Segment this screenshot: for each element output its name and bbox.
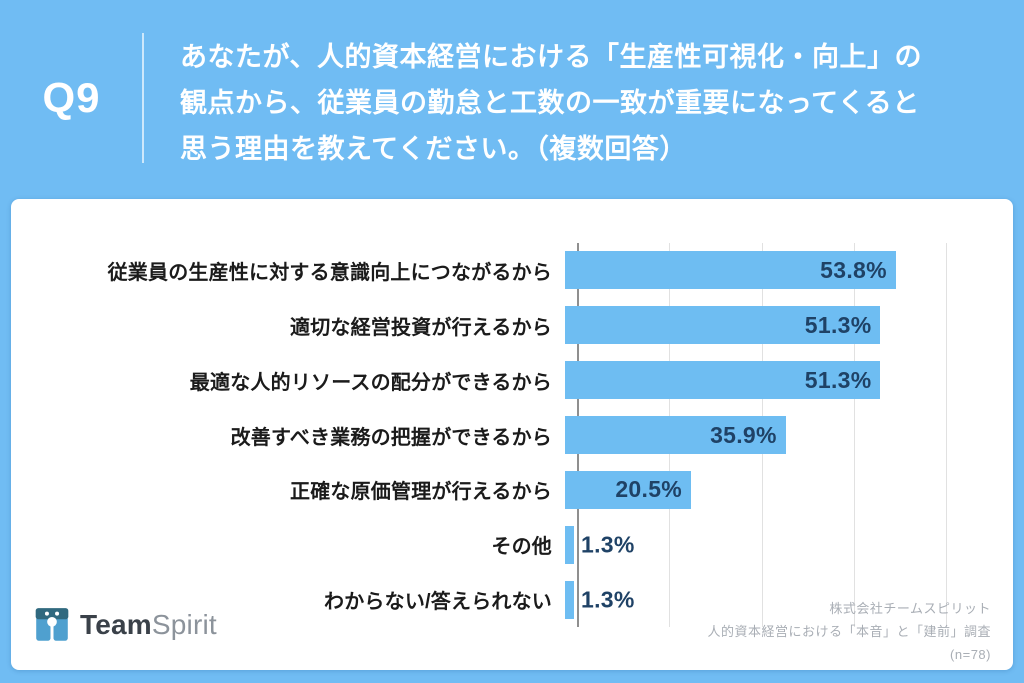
teamspirit-logo-icon xyxy=(35,608,69,641)
teamspirit-logo: TeamSpirit xyxy=(33,605,217,645)
header-divider xyxy=(142,33,144,163)
source-sample-size: (n=78) xyxy=(950,647,991,662)
category-label: 適切な経営投資が行えるから xyxy=(290,316,552,339)
chart-card: 従業員の生産性に対する意識向上につながるから 53.8% 適切な経営投資が行えるから… xyxy=(11,199,1013,670)
category-label: わからない/答えられない xyxy=(324,591,552,614)
question-number: Q9 xyxy=(42,74,101,121)
source-survey-title: 人的資本経営における「本音」と「建前」調査 xyxy=(707,624,991,639)
bar-value-label: 20.5% xyxy=(615,476,683,503)
bar-value-label: 1.3% xyxy=(580,531,635,558)
bar-track: 51.3% xyxy=(565,306,958,345)
bar: 53.8% xyxy=(565,251,896,290)
gridline xyxy=(853,243,855,627)
question-text: あなたが、人的資本経営における「生産性可視化・向上」の 観点から、従業員の勤怠と… xyxy=(180,34,922,172)
bar-value-label: 1.3% xyxy=(580,586,635,613)
bar-track: 53.8% xyxy=(565,251,958,290)
chart-rows: 従業員の生産性に対する意識向上につながるから 53.8% 適切な経営投資が行えるから… xyxy=(11,243,958,627)
category-label: 正確な原価管理が行えるから xyxy=(290,481,552,504)
question-line-3: 思う理由を教えてください。（複数回答） xyxy=(180,134,687,164)
chart-row: 最適な人的リソースの配分ができるから 51.3% xyxy=(11,353,958,408)
bar-track: 20.5% xyxy=(565,470,958,509)
bar: 35.9% xyxy=(565,416,786,454)
question-line-2: 観点から、従業員の勤怠と工数の一致が重要になってくると xyxy=(180,88,920,118)
bar xyxy=(565,580,574,619)
question-header: Q9 あなたが、人的資本経営における「生産性可視化・向上」の 観点から、従業員の… xyxy=(0,0,1024,199)
bar-value-label: 35.9% xyxy=(710,421,777,448)
category-label: 従業員の生産性に対する意識向上につながるから xyxy=(107,261,552,284)
survey-source-note: 株式会社チームスピリット 人的資本経営における「本音」と「建前」調査 (n=78… xyxy=(707,597,991,666)
category-label: 最適な人的リソースの配分ができるから xyxy=(189,371,552,394)
bar-track: 51.3% xyxy=(565,361,958,400)
teamspirit-logo-text: TeamSpirit xyxy=(80,609,217,641)
bar-track: 1.3% xyxy=(565,525,958,564)
bar: 20.5% xyxy=(565,470,692,509)
logo-text-spirit: Spirit xyxy=(151,609,217,640)
question-line-1: あなたが、人的資本経営における「生産性可視化・向上」の xyxy=(180,42,922,72)
chart-row: その他 1.3% xyxy=(11,517,958,572)
chart-row: 従業員の生産性に対する意識向上につながるから 53.8% xyxy=(11,243,958,298)
bar: 51.3% xyxy=(565,361,881,400)
bar-value-label: 51.3% xyxy=(804,311,872,338)
logo-text-team: Team xyxy=(80,609,152,640)
bar-track: 35.9% xyxy=(565,416,958,454)
bar xyxy=(565,525,574,564)
chart-row: 正確な原価管理が行えるから 20.5% xyxy=(11,462,958,517)
chart-row: 適切な経営投資が行えるから 51.3% xyxy=(11,298,958,353)
gridline xyxy=(946,243,947,627)
category-label: 改善すべき業務の把握ができるから xyxy=(230,426,552,449)
bar-value-label: 51.3% xyxy=(804,366,872,393)
chart-row: わからない/答えられない 1.3% xyxy=(11,572,958,627)
chart-row: 改善すべき業務の把握ができるから 35.9% xyxy=(11,408,958,463)
category-label: その他 xyxy=(491,536,552,559)
bar-track: 1.3% xyxy=(565,580,958,619)
bar-chart: 従業員の生産性に対する意識向上につながるから 53.8% 適切な経営投資が行えるから… xyxy=(11,243,958,627)
bar-value-label: 53.8% xyxy=(820,256,887,283)
bar: 51.3% xyxy=(565,306,881,345)
source-company: 株式会社チームスピリット xyxy=(829,601,991,616)
